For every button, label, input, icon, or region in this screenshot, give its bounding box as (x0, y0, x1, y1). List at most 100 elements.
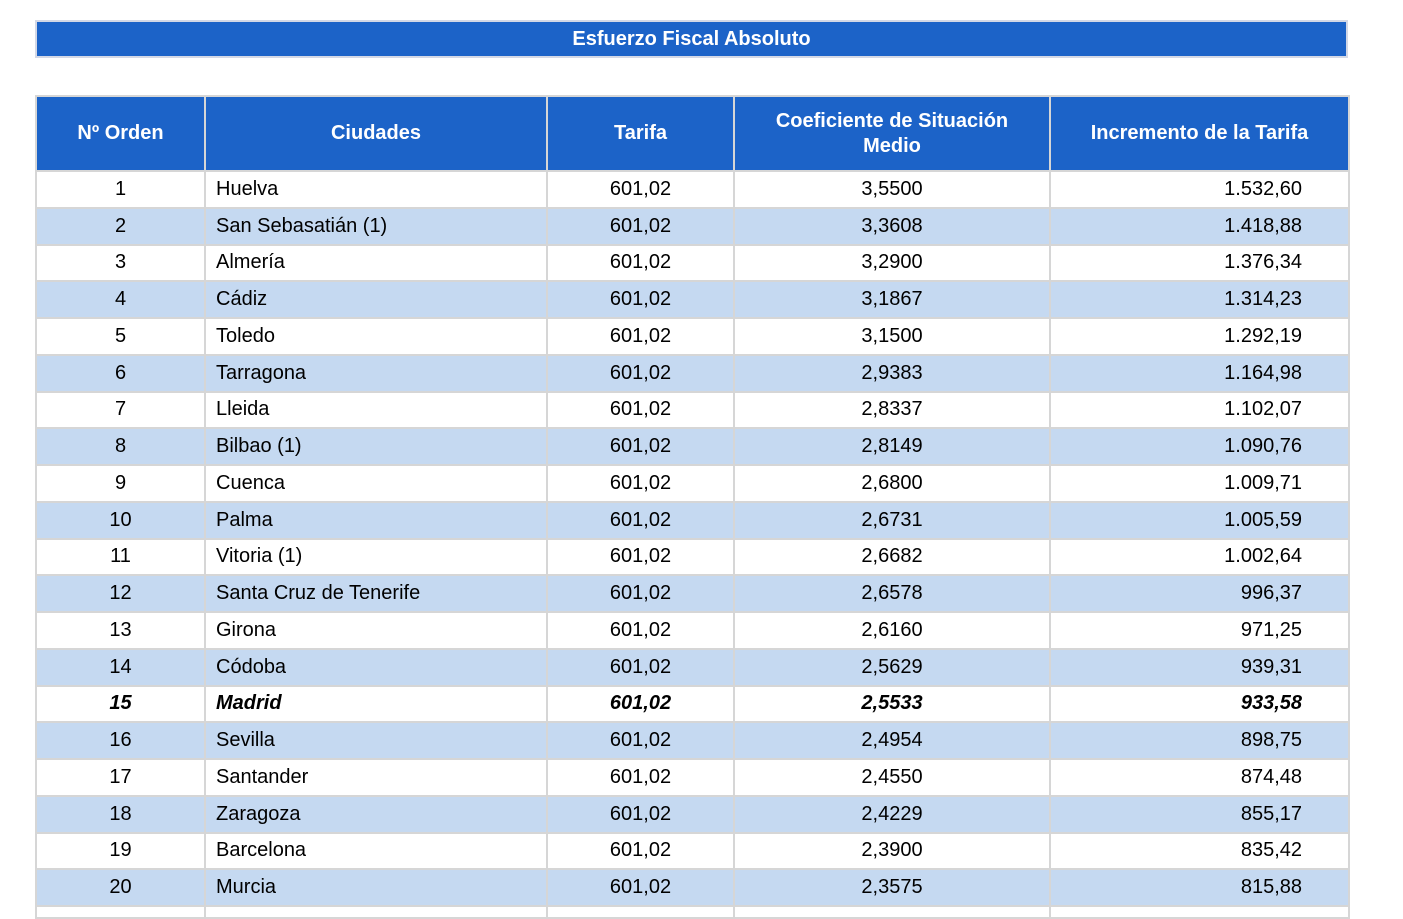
table-row: 9 Cuenca 601,02 2,6800 1.009,71 (35, 464, 1350, 503)
cell-incremento: 1.009,71 (1049, 464, 1350, 503)
column-header-tarifa: Tarifa (546, 95, 735, 172)
cell-coeficiente: 2,9383 (733, 353, 1051, 393)
cell-incremento: 815,88 (1049, 868, 1350, 907)
cell-orden: 1 (35, 170, 206, 209)
cell-tarifa: 601,02 (546, 280, 735, 319)
table-row: 5 Toledo 601,02 3,1500 1.292,19 (35, 317, 1350, 356)
empty-cell (35, 905, 206, 919)
cell-incremento: 855,17 (1049, 794, 1350, 834)
cell-tarifa: 601,02 (546, 721, 735, 760)
table-row: 3 Almería 601,02 3,2900 1.376,34 (35, 243, 1350, 283)
cell-ciudad: Códoba (204, 647, 548, 687)
cell-tarifa: 601,02 (546, 464, 735, 503)
cell-orden: 18 (35, 794, 206, 834)
cell-tarifa: 601,02 (546, 500, 735, 540)
cell-incremento: 933,58 (1049, 684, 1350, 724)
table-row: 18 Zaragoza 601,02 2,4229 855,17 (35, 794, 1350, 834)
cell-coeficiente: 3,3608 (733, 206, 1051, 246)
cell-tarifa: 601,02 (546, 390, 735, 430)
empty-cell (204, 905, 548, 919)
cell-ciudad: Sevilla (204, 721, 548, 760)
empty-cell (1049, 905, 1350, 919)
cell-incremento: 971,25 (1049, 611, 1350, 650)
cell-incremento: 1.102,07 (1049, 390, 1350, 430)
cell-incremento: 835,42 (1049, 831, 1350, 871)
cell-ciudad: Lleida (204, 390, 548, 430)
column-header-orden: Nº Orden (35, 95, 206, 172)
cell-tarifa: 601,02 (546, 831, 735, 871)
cell-orden: 19 (35, 831, 206, 871)
cell-tarifa: 601,02 (546, 317, 735, 356)
cell-incremento: 1.376,34 (1049, 243, 1350, 283)
empty-cell (733, 905, 1051, 919)
cell-coeficiente: 2,4954 (733, 721, 1051, 760)
cell-ciudad: Santa Cruz de Tenerife (204, 574, 548, 613)
cell-incremento: 1.532,60 (1049, 170, 1350, 209)
cell-tarifa: 601,02 (546, 537, 735, 577)
cell-tarifa: 601,02 (546, 611, 735, 650)
cell-coeficiente: 2,3575 (733, 868, 1051, 907)
table-row: 17 Santander 601,02 2,4550 874,48 (35, 758, 1350, 797)
cell-incremento: 1.314,23 (1049, 280, 1350, 319)
table-row: 2 San Sebasatián (1) 601,02 3,3608 1.418,88 (35, 206, 1350, 246)
cell-orden: 7 (35, 390, 206, 430)
cell-coeficiente: 2,6160 (733, 611, 1051, 650)
cell-coeficiente: 2,4550 (733, 758, 1051, 797)
cell-ciudad: Santander (204, 758, 548, 797)
cell-coeficiente: 2,6731 (733, 500, 1051, 540)
table-row: 11 Vitoria (1) 601,02 2,6682 1.002,64 (35, 537, 1350, 577)
cell-orden: 16 (35, 721, 206, 760)
cell-coeficiente: 2,5629 (733, 647, 1051, 687)
cell-coeficiente: 2,8149 (733, 427, 1051, 466)
cell-tarifa: 601,02 (546, 427, 735, 466)
cell-coeficiente: 2,6682 (733, 537, 1051, 577)
table-row: 16 Sevilla 601,02 2,4954 898,75 (35, 721, 1350, 760)
cell-incremento: 898,75 (1049, 721, 1350, 760)
cell-ciudad: Zaragoza (204, 794, 548, 834)
header-row: Nº Orden Ciudades Tarifa Coeficiente de … (35, 95, 1350, 172)
cell-coeficiente: 2,3900 (733, 831, 1051, 871)
table-body: 1 Huelva 601,02 3,5500 1.532,60 2 San Sebasati… (35, 170, 1350, 919)
cell-orden: 5 (35, 317, 206, 356)
table-row: 12 Santa Cruz de Tenerife 601,02 2,6578 996,… (35, 574, 1350, 613)
cell-incremento: 939,31 (1049, 647, 1350, 687)
cell-ciudad: Bilbao (1) (204, 427, 548, 466)
table-row: 1 Huelva 601,02 3,5500 1.532,60 (35, 170, 1350, 209)
cell-coeficiente: 2,6800 (733, 464, 1051, 503)
cell-incremento: 1.418,88 (1049, 206, 1350, 246)
cell-orden: 2 (35, 206, 206, 246)
table-row: 10 Palma 601,02 2,6731 1.005,59 (35, 500, 1350, 540)
cell-coeficiente: 2,8337 (733, 390, 1051, 430)
table-row: 8 Bilbao (1) 601,02 2,8149 1.090,76 (35, 427, 1350, 466)
column-header-coeficiente-label: Coeficiente de Situación Medio (775, 109, 1009, 157)
empty-cell (546, 905, 735, 919)
cell-ciudad: Almería (204, 243, 548, 283)
table-row: 20 Murcia 601,02 2,3575 815,88 (35, 868, 1350, 907)
cell-incremento: 1.005,59 (1049, 500, 1350, 540)
cell-tarifa: 601,02 (546, 868, 735, 907)
cell-tarifa: 601,02 (546, 794, 735, 834)
cell-ciudad: Toledo (204, 317, 548, 356)
cell-orden: 20 (35, 868, 206, 907)
table-row: 7 Lleida 601,02 2,8337 1.102,07 (35, 390, 1350, 430)
cell-orden: 6 (35, 353, 206, 393)
cell-orden: 11 (35, 537, 206, 577)
cell-incremento: 1.002,64 (1049, 537, 1350, 577)
cell-ciudad: Girona (204, 611, 548, 650)
table-row: 6 Tarragona 601,02 2,9383 1.164,98 (35, 353, 1350, 393)
cell-coeficiente: 2,4229 (733, 794, 1051, 834)
cell-tarifa: 601,02 (546, 684, 735, 724)
cell-ciudad: Cuenca (204, 464, 548, 503)
cell-coeficiente: 3,1500 (733, 317, 1051, 356)
column-header-ciudades: Ciudades (204, 95, 548, 172)
partial-row (35, 905, 1350, 919)
cell-orden: 9 (35, 464, 206, 503)
report-title-bar: Esfuerzo Fiscal Absoluto (35, 20, 1348, 58)
cell-ciudad: Barcelona (204, 831, 548, 871)
table-row: 19 Barcelona 601,02 2,3900 835,42 (35, 831, 1350, 871)
cell-tarifa: 601,02 (546, 353, 735, 393)
cell-orden: 4 (35, 280, 206, 319)
cell-coeficiente: 2,6578 (733, 574, 1051, 613)
table-row: 15 Madrid 601,02 2,5533 933,58 (35, 684, 1350, 724)
cell-orden: 14 (35, 647, 206, 687)
